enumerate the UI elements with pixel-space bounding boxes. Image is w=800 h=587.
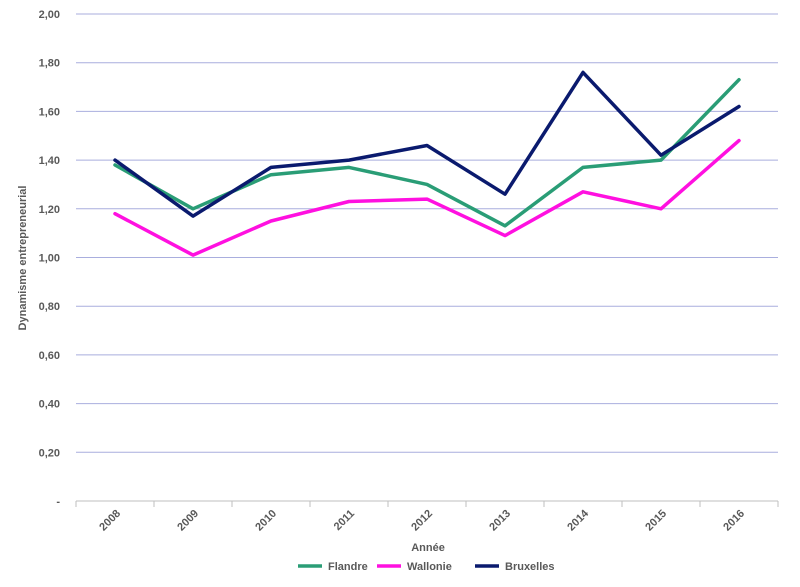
x-tick-label: 2009 (175, 508, 201, 534)
y-tick-label: - (56, 496, 60, 508)
y-tick-label: 0,60 (39, 350, 60, 362)
x-tick-label: 2014 (565, 507, 591, 533)
x-axis-title: Année (411, 542, 445, 554)
legend-label: Bruxelles (505, 561, 555, 573)
series-line-wallonie (113, 138, 741, 257)
legend-label: Flandre (328, 561, 368, 573)
legend-label: Wallonie (407, 561, 452, 573)
y-tick-label: 2,00 (39, 9, 60, 21)
x-tick-label: 2010 (253, 508, 279, 534)
series-line-bruxelles (113, 70, 741, 218)
x-tick-label: 2008 (97, 508, 123, 534)
y-tick-label: 1,40 (39, 155, 60, 167)
y-tick-label: 0,40 (39, 399, 60, 411)
y-tick-label: 1,80 (39, 58, 60, 70)
x-tick-label: 2016 (721, 508, 747, 534)
y-tick-label: 1,00 (39, 253, 60, 265)
y-axis: - 0,20 0,40 0,60 0,80 1,00 1,20 1,40 1,60 1,80 2,0… (39, 9, 61, 508)
x-tick-label: 2013 (487, 508, 513, 534)
x-axis: 2008 2009 2010 2011 2012 2013 2014 2015 2016 (75, 500, 779, 534)
y-tick-label: 0,20 (39, 447, 60, 459)
legend: Flandre Wallonie Bruxelles (298, 561, 555, 573)
series-line-flandre (113, 77, 741, 228)
y-tick-label: 1,60 (39, 106, 60, 118)
x-tick-label: 2015 (643, 508, 669, 534)
y-tick-label: 0,80 (39, 301, 60, 313)
x-tick-label: 2012 (409, 508, 435, 534)
y-axis-title: Dynamisme entrepreneurial (17, 186, 29, 331)
gridlines (76, 13, 778, 453)
y-tick-label: 1,20 (39, 204, 60, 216)
x-tick-label: 2011 (332, 508, 357, 533)
series-lines (113, 70, 741, 257)
